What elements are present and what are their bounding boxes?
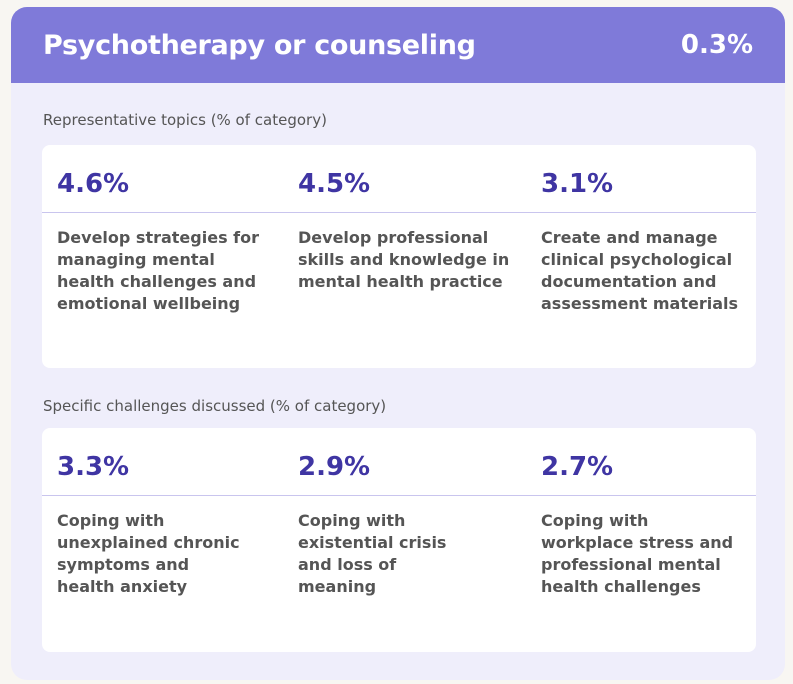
topic-text: Develop strategies for managing mental h… — [57, 228, 259, 313]
challenge-value: 2.7% — [541, 452, 614, 482]
topics-label: Representative topics (% of category) — [43, 111, 327, 129]
challenges-values-row: 3.3% 2.9% 2.7% — [42, 428, 756, 496]
challenges-label: Specific challenges discussed (% of cate… — [43, 397, 387, 415]
card-header: Psychotherapy or counseling 0.3% — [11, 7, 785, 83]
topic-value: 4.5% — [298, 169, 371, 199]
topics-values-row: 4.6% 4.5% 3.1% — [42, 145, 756, 213]
category-share: 0.3% — [680, 30, 753, 60]
category-title: Psychotherapy or counseling — [43, 29, 476, 61]
topic-text: Create and manage clinical psychological… — [541, 228, 739, 313]
topic-value: 4.6% — [57, 169, 130, 199]
category-card: Psychotherapy or counseling 0.3% Represe… — [11, 7, 785, 680]
challenge-text: Coping with unexplained chronic symptoms… — [57, 511, 240, 596]
challenge-text: Coping with workplace stress and profess… — [541, 511, 734, 596]
topic-text: Develop professional skills and knowledg… — [298, 228, 510, 291]
challenge-text: Coping with existential crisis and loss … — [298, 511, 447, 596]
challenge-value: 3.3% — [57, 452, 130, 482]
challenges-box: 3.3% 2.9% 2.7% Coping with unexplained c… — [42, 428, 756, 652]
topics-box: 4.6% 4.5% 3.1% Develop strategies for ma… — [42, 145, 756, 368]
challenge-value: 2.9% — [298, 452, 371, 482]
topic-value: 3.1% — [541, 169, 614, 199]
